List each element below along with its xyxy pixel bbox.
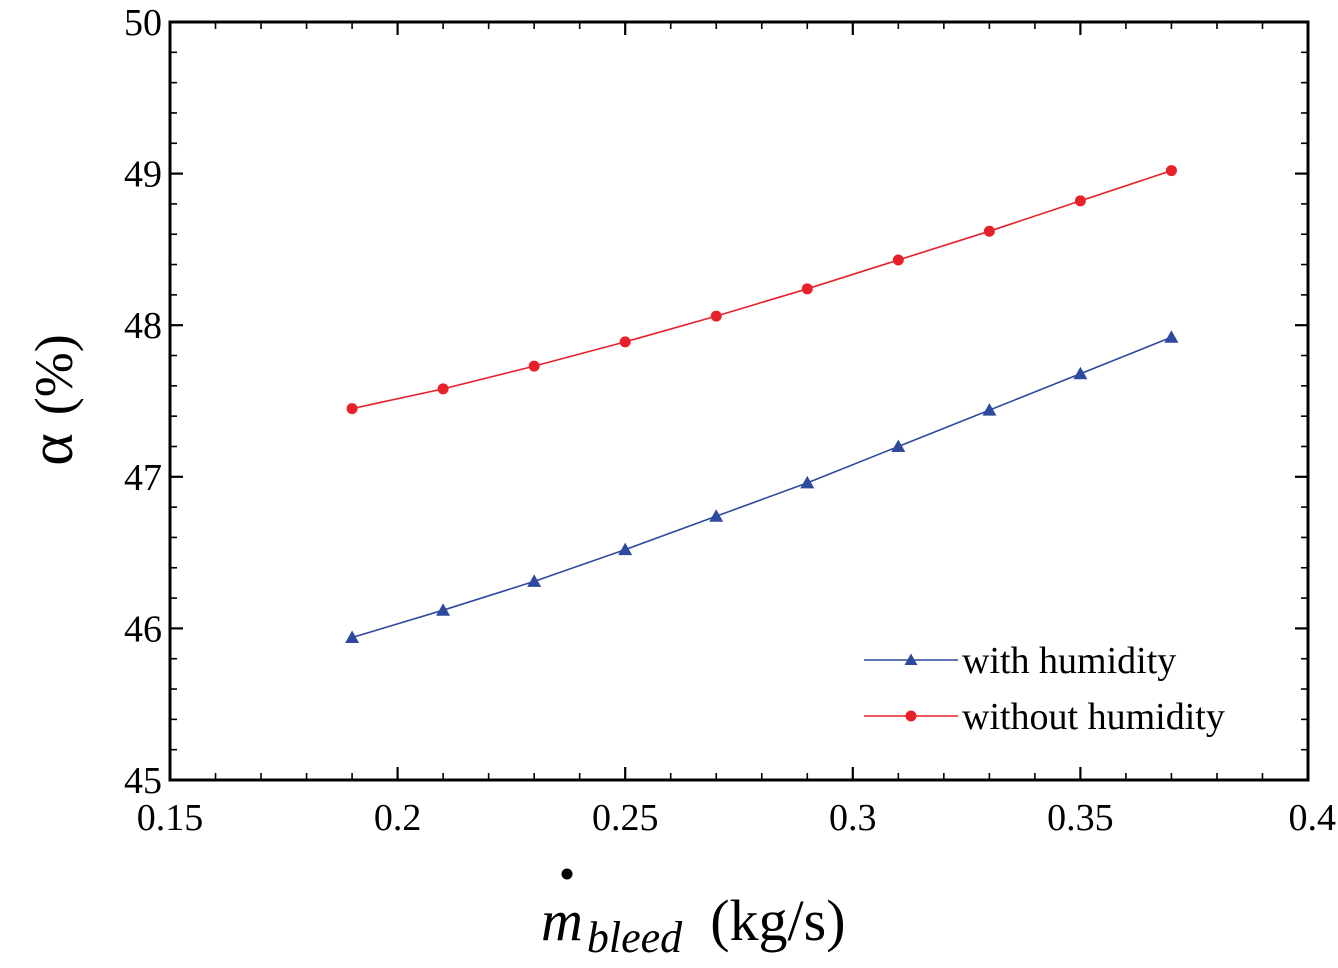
data-point-without-humidity <box>892 254 904 266</box>
data-point-without-humidity <box>801 283 813 295</box>
legend-label-without-humidity: without humidity <box>962 696 1225 738</box>
legend-marker-without-humidity <box>905 710 917 722</box>
x-tick-label: 0.2 <box>374 797 422 839</box>
y-tick-label: 48 <box>124 305 162 347</box>
data-point-without-humidity <box>983 225 995 237</box>
data-point-without-humidity <box>1165 165 1177 177</box>
data-point-without-humidity <box>710 310 722 322</box>
x-axis-symbol: m <box>541 888 583 953</box>
x-tick-label: 0.4 <box>1289 797 1337 839</box>
x-axis-unit: (kg/s) <box>710 888 845 953</box>
y-tick-label: 47 <box>124 457 162 499</box>
data-point-with-humidity <box>527 574 542 587</box>
data-point-without-humidity <box>1074 195 1086 207</box>
legend: with humidity without humidity <box>864 640 1225 738</box>
legend-label-with-humidity: with humidity <box>962 640 1176 682</box>
x-tick-label: 0.3 <box>829 797 877 839</box>
data-point-with-humidity <box>436 603 451 616</box>
data-point-with-humidity <box>800 475 815 489</box>
data-point-with-humidity <box>709 509 724 522</box>
x-ticks <box>214 22 1264 780</box>
y-ticks <box>170 51 1308 751</box>
data-point-with-humidity <box>1073 366 1088 380</box>
legend-marker-with-humidity <box>904 653 918 665</box>
data-point-with-humidity <box>891 439 906 452</box>
y-axis-label: α (%) <box>18 334 86 465</box>
x-axis-label: m bleed (kg/s) <box>541 888 846 962</box>
x-axis-subscript: bleed <box>587 913 683 962</box>
data-point-without-humidity <box>528 360 540 372</box>
y-tick-label: 50 <box>124 2 162 44</box>
y-tick-label: 49 <box>124 154 162 196</box>
x-tick-label: 0.35 <box>1047 797 1114 839</box>
y-tick-label: 45 <box>124 760 162 802</box>
data-point-with-humidity <box>1164 330 1179 343</box>
y-axis-unit: (%) <box>24 334 84 415</box>
x-tick-labels: 0.15 0.2 0.25 0.3 0.35 0.4 <box>137 797 1336 839</box>
y-axis-symbol: α <box>18 433 86 465</box>
series-line-without-humidity <box>351 169 1172 410</box>
data-point-without-humidity <box>437 383 449 395</box>
y-tick-labels: 45 46 47 48 49 50 <box>124 2 162 802</box>
data-point-with-humidity <box>345 630 360 643</box>
x-tick-label: 0.25 <box>592 797 659 839</box>
data-point-with-humidity <box>618 542 633 556</box>
data-point-with-humidity <box>982 403 997 416</box>
plot-frame <box>168 20 1310 782</box>
x-tick-label: 0.15 <box>137 797 204 839</box>
data-point-without-humidity <box>346 403 358 415</box>
series-line-with-humidity <box>351 336 1172 639</box>
series-layer <box>345 165 1179 643</box>
y-tick-label: 46 <box>124 608 162 650</box>
data-point-without-humidity <box>619 336 631 348</box>
x-axis-dot <box>561 868 573 880</box>
